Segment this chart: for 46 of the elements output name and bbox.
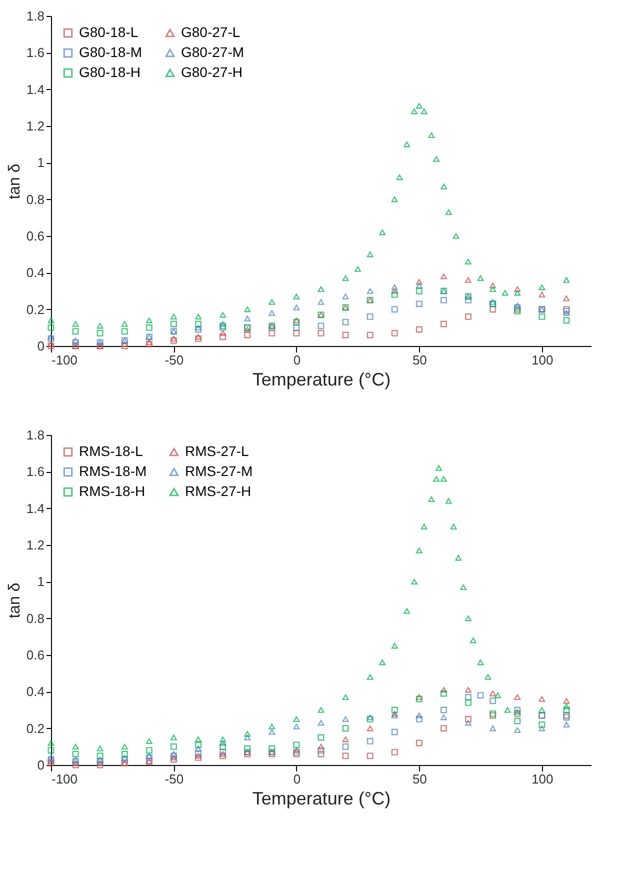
y-tick-label: 1.6 — [26, 45, 44, 60]
legend-label: RMS-27-M — [185, 463, 253, 479]
y-tick-label: 0.4 — [26, 684, 44, 700]
legend-label: G80-27-L — [181, 24, 240, 40]
legend-label: G80-18-L — [79, 24, 138, 40]
x-tick-label: -100 — [52, 352, 78, 368]
y-tick-label: 1.6 — [26, 464, 44, 480]
legend-label: G80-27-H — [181, 64, 242, 80]
x-axis-title: Temperature (°C) — [252, 370, 391, 390]
x-tick-label: 0 — [293, 352, 301, 368]
y-tick-label: 0.6 — [26, 648, 44, 662]
y-tick-label: 1 — [37, 574, 44, 590]
x-tick-label: 100 — [532, 772, 554, 786]
legend-label: RMS-18-M — [79, 463, 147, 479]
x-tick-label: -50 — [164, 352, 184, 368]
y-tick-label: 1.4 — [26, 82, 44, 97]
y-tick-label: 0 — [37, 338, 44, 354]
y-tick-label: 1.4 — [26, 500, 44, 516]
legend-label: RMS-27-H — [185, 483, 252, 499]
y-tick-label: 0.4 — [26, 265, 44, 280]
legend-label: G80-18-M — [79, 44, 142, 60]
legend-label: G80-18-H — [79, 64, 140, 80]
y-tick-label: 1.8 — [26, 8, 44, 24]
x-tick-label: -50 — [164, 772, 184, 786]
y-tick-label: 0.8 — [26, 610, 44, 626]
x-tick-label: 50 — [412, 772, 427, 786]
y-tick-label: 0.8 — [26, 192, 44, 207]
x-tick-label: -100 — [52, 772, 78, 786]
y-tick-label: 0.2 — [26, 720, 44, 736]
y-tick-label: 1 — [37, 155, 44, 170]
y-axis-title: tan δ — [6, 164, 24, 200]
legend-label: G80-27-M — [181, 44, 244, 60]
y-tick-label: 0.2 — [26, 302, 44, 317]
legend-label: RMS-27-L — [185, 443, 250, 459]
y-tick-label: 1.2 — [26, 538, 44, 552]
y-tick-label: 1.8 — [26, 428, 44, 442]
y-tick-label: 1.2 — [26, 118, 44, 134]
y-tick-label: 0.6 — [26, 228, 44, 244]
y-tick-label: 0 — [37, 758, 44, 772]
legend-label: RMS-18-L — [79, 443, 144, 459]
x-axis-title: Temperature (°C) — [252, 788, 391, 808]
x-tick-label: 0 — [293, 772, 301, 786]
y-axis-title: tan δ — [6, 582, 24, 618]
x-tick-label: 100 — [532, 352, 554, 368]
legend-label: RMS-18-H — [79, 483, 146, 499]
x-tick-label: 50 — [412, 352, 427, 368]
